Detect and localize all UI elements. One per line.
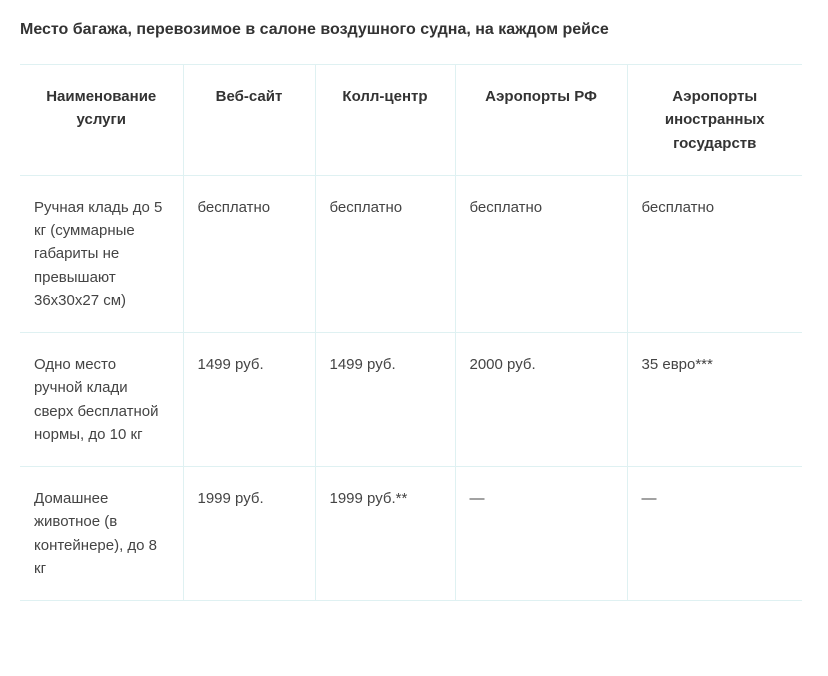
- cell-web: 1499 руб.: [183, 333, 315, 467]
- table-row: Домашнее животное (в контейнере), до 8 к…: [20, 467, 802, 601]
- col-header-callcenter: Колл-центр: [315, 65, 455, 176]
- cell-rf: бесплатно: [455, 175, 627, 332]
- cell-call: 1499 руб.: [315, 333, 455, 467]
- cell-call: бесплатно: [315, 175, 455, 332]
- col-header-airports-rf: Аэропорты РФ: [455, 65, 627, 176]
- cell-foreign: 35 евро***: [627, 333, 802, 467]
- cell-service-name: Ручная кладь до 5 кг (суммарные габариты…: [20, 175, 183, 332]
- cell-web: 1999 руб.: [183, 467, 315, 601]
- col-header-service: Наименование услуги: [20, 65, 183, 176]
- cell-service-name: Одно место ручной клади сверх бесплатной…: [20, 333, 183, 467]
- cell-rf: —: [455, 467, 627, 601]
- cell-service-name: Домашнее животное (в контейнере), до 8 к…: [20, 467, 183, 601]
- table-header-row: Наименование услуги Веб-сайт Колл-центр …: [20, 65, 802, 176]
- col-header-airports-foreign: Аэропорты иностранных государств: [627, 65, 802, 176]
- cell-foreign: —: [627, 467, 802, 601]
- table-row: Ручная кладь до 5 кг (суммарные габариты…: [20, 175, 802, 332]
- cell-rf: 2000 руб.: [455, 333, 627, 467]
- cell-foreign: бесплатно: [627, 175, 802, 332]
- section-title: Место багажа, перевозимое в салоне возду…: [20, 18, 800, 42]
- table-row: Одно место ручной клади сверх бесплатной…: [20, 333, 802, 467]
- pricing-table: Наименование услуги Веб-сайт Колл-центр …: [20, 64, 802, 601]
- col-header-website: Веб-сайт: [183, 65, 315, 176]
- cell-web: бесплатно: [183, 175, 315, 332]
- cell-call: 1999 руб.**: [315, 467, 455, 601]
